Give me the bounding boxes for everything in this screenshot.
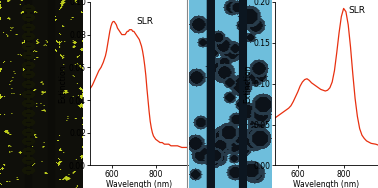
Y-axis label: Extinction: Extinction	[243, 64, 253, 103]
X-axis label: Wavelength (nm): Wavelength (nm)	[293, 180, 359, 188]
X-axis label: Wavelength (nm): Wavelength (nm)	[106, 180, 172, 188]
Text: SLR: SLR	[348, 6, 365, 15]
Text: SLR: SLR	[136, 17, 153, 26]
Y-axis label: Extinction: Extinction	[59, 64, 68, 103]
